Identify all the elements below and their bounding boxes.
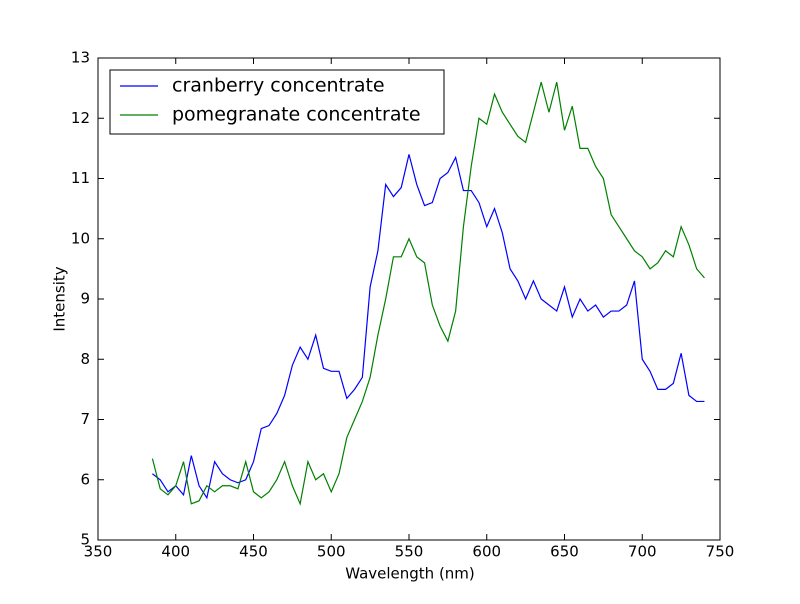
x-tick-label: 350 [84,543,113,561]
series-line [151,81,705,506]
x-tick-label: 450 [239,543,268,561]
x-tick-label: 550 [395,543,424,561]
y-tick-label: 11 [71,169,90,187]
x-tick-label: 600 [472,543,501,561]
y-tick-label: 7 [80,410,90,428]
plot-frame [97,57,721,541]
series-line [152,154,705,500]
x-tick-label: 750 [706,543,735,561]
y-tick-label: 9 [80,290,90,308]
y-tick-label: 12 [71,109,90,127]
y-axis-label: Intensity [51,266,69,331]
y-tick-label: 5 [80,531,90,549]
y-tick-label: 8 [80,350,90,368]
x-tick-label: 650 [550,543,579,561]
y-tick-label: 10 [71,229,90,247]
y-tick-label: 13 [71,49,90,67]
legend-label: cranberry concentrate [172,75,385,97]
x-tick-label: 700 [628,543,657,561]
x-tick-label: 400 [161,543,190,561]
x-axis-label: Wavelength (nm) [345,565,475,583]
legend-box [109,69,445,135]
x-tick-label: 500 [317,543,346,561]
legend-label: pomegranate concentrate [172,104,421,126]
y-tick-label: 6 [80,470,90,488]
